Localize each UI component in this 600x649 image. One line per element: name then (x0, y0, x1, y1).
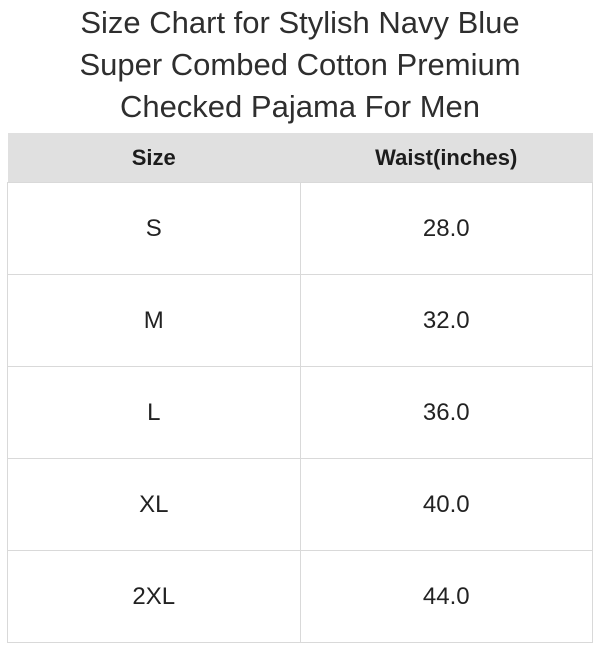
waist-cell: 36.0 (299, 366, 593, 459)
page-title-line-1: Size Chart for Stylish Navy Blue (80, 5, 520, 40)
size-cell: XL (7, 458, 301, 551)
table-row: XL 40.0 (7, 458, 593, 551)
page-title-line-2: Super Combed Cotton Premium (79, 47, 521, 82)
column-header-size: Size (7, 133, 300, 183)
size-cell: L (7, 366, 301, 459)
waist-cell: 44.0 (299, 550, 593, 643)
size-cell: S (7, 182, 301, 275)
size-cell: M (7, 274, 301, 367)
waist-cell: 40.0 (299, 458, 593, 551)
column-header-waist: Waist(inches) (300, 133, 593, 183)
page-title-line-3: Checked Pajama For Men (119, 89, 481, 124)
table-row: S 28.0 (7, 182, 593, 275)
waist-cell: 32.0 (299, 274, 593, 367)
table-header-row: Size Waist(inches) (7, 133, 593, 183)
size-chart-table: Size Waist(inches) S 28.0 M 32.0 L 36.0 … (7, 133, 593, 643)
size-cell: 2XL (7, 550, 301, 643)
waist-cell: 28.0 (299, 182, 593, 275)
table-row: 2XL 44.0 (7, 550, 593, 643)
table-row: M 32.0 (7, 274, 593, 367)
page-title: Size Chart for Stylish Navy Blue Super C… (0, 0, 600, 128)
table-row: L 36.0 (7, 366, 593, 459)
